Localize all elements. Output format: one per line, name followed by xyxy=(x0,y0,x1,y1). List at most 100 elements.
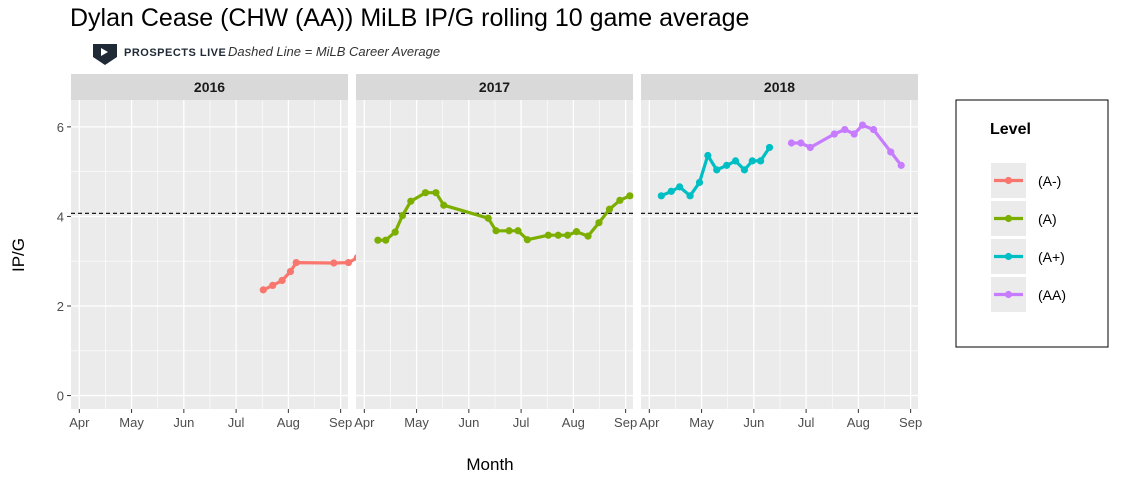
legend-item: (A-) xyxy=(991,163,1061,198)
series-line xyxy=(376,191,632,242)
data-point xyxy=(505,227,513,235)
brand-name: PROSPECTS LIVE xyxy=(124,47,226,59)
legend-key-point xyxy=(1004,176,1013,185)
y-axis-label: IP/G xyxy=(9,238,28,272)
data-point xyxy=(841,125,849,134)
data-point xyxy=(292,258,300,267)
x-tick-label: Jul xyxy=(798,415,815,430)
data-point xyxy=(695,178,704,186)
data-point xyxy=(830,130,838,138)
data-point xyxy=(595,219,603,227)
data-point xyxy=(391,228,399,236)
chart-title: Dylan Cease (CHW (AA)) MiLB IP/G rolling… xyxy=(70,4,749,32)
y-tick-label: 2 xyxy=(57,299,64,314)
legend-key-point xyxy=(1004,214,1013,223)
series-(AA) xyxy=(787,121,905,169)
legend-key-point xyxy=(1004,290,1013,299)
x-tick-label: Sep xyxy=(329,415,352,430)
facet-panels: 2016 Apr May Jun Jul Aug Sep 0 2 4 6 2017 Apr May Jun J… xyxy=(57,74,922,430)
x-tick-label: Aug xyxy=(847,415,870,430)
data-point xyxy=(269,281,277,289)
x-axis-label: Month xyxy=(466,455,513,474)
data-point xyxy=(869,125,878,134)
data-point xyxy=(797,139,805,147)
series-(A) xyxy=(374,189,634,244)
data-point xyxy=(686,192,694,200)
brand-logo: PROSPECTS LIVE xyxy=(93,44,226,65)
data-point xyxy=(382,236,390,244)
y-tick-label: 4 xyxy=(57,209,64,224)
legend-key-point xyxy=(1004,252,1013,261)
strip-label: 2018 xyxy=(764,79,795,95)
data-point xyxy=(544,231,552,239)
x-tick-label: Jun xyxy=(458,415,479,430)
legend-label: (AA) xyxy=(1038,287,1066,303)
x-tick-label: Jun xyxy=(173,415,194,430)
data-point xyxy=(432,189,440,197)
panel-background xyxy=(641,100,918,409)
x-tick-label: Aug xyxy=(277,415,300,430)
y-tick-label: 0 xyxy=(57,389,64,404)
data-point xyxy=(523,236,531,244)
data-point xyxy=(858,121,867,129)
panel-2016: 2016 Apr May Jun Jul Aug Sep 0 2 4 6 xyxy=(57,74,402,430)
series-(A+) xyxy=(657,143,774,200)
legend-item: (A+) xyxy=(991,239,1065,274)
legend-label: (A-) xyxy=(1038,173,1061,189)
series-line xyxy=(789,123,903,167)
data-point xyxy=(605,205,614,213)
x-tick-label: May xyxy=(119,415,144,430)
data-point xyxy=(704,151,712,160)
legend-items: (A-) (A) (A+) (AA) xyxy=(991,163,1066,312)
data-point xyxy=(572,228,581,236)
x-tick-label: Sep xyxy=(899,415,922,430)
data-point xyxy=(584,232,592,240)
legend-title: Level xyxy=(990,121,1031,138)
data-point xyxy=(740,166,749,174)
panel-2018: 2018 Apr May Jun Jul Aug Sep xyxy=(639,74,922,430)
data-point xyxy=(564,231,572,239)
data-point xyxy=(259,286,267,294)
y-tick-label: 6 xyxy=(57,120,64,135)
strip-background xyxy=(641,74,918,100)
data-point xyxy=(616,196,624,204)
panel-background xyxy=(71,100,348,409)
x-tick-label: May xyxy=(689,415,714,430)
strip-label: 2017 xyxy=(479,79,510,95)
x-tick-label: Jul xyxy=(513,415,530,430)
data-point xyxy=(713,166,721,174)
data-point xyxy=(344,258,353,267)
data-point xyxy=(667,187,675,195)
data-point xyxy=(723,161,731,169)
x-tick-label: Apr xyxy=(639,415,660,430)
x-tick-label: Jul xyxy=(228,415,245,430)
legend-item: (A) xyxy=(991,201,1057,236)
legend-item: (AA) xyxy=(991,277,1066,312)
data-point xyxy=(514,227,522,235)
data-point xyxy=(765,143,774,152)
data-point xyxy=(398,211,407,220)
data-point xyxy=(897,161,905,169)
brand-shield-icon xyxy=(93,44,117,65)
data-point xyxy=(850,130,858,138)
data-point xyxy=(440,201,448,209)
legend: Level (A-) (A) (A+) (AA) xyxy=(955,99,1109,348)
data-point xyxy=(748,157,756,165)
data-point xyxy=(484,214,492,222)
x-tick-label: Sep xyxy=(614,415,637,430)
data-point xyxy=(492,227,500,235)
data-point xyxy=(554,231,562,239)
data-point xyxy=(757,157,765,165)
x-tick-label: May xyxy=(404,415,429,430)
x-tick-label: Apr xyxy=(354,415,375,430)
data-point xyxy=(421,189,430,197)
play-icon xyxy=(101,48,108,56)
x-tick-label: Apr xyxy=(69,415,90,430)
chart-subtitle: Dashed Line = MiLB Career Average xyxy=(228,44,440,59)
legend-box xyxy=(955,99,1109,348)
legend-label: (A) xyxy=(1038,211,1057,227)
data-point xyxy=(407,197,415,205)
x-tick-label: Aug xyxy=(562,415,585,430)
strip-background xyxy=(71,74,348,100)
